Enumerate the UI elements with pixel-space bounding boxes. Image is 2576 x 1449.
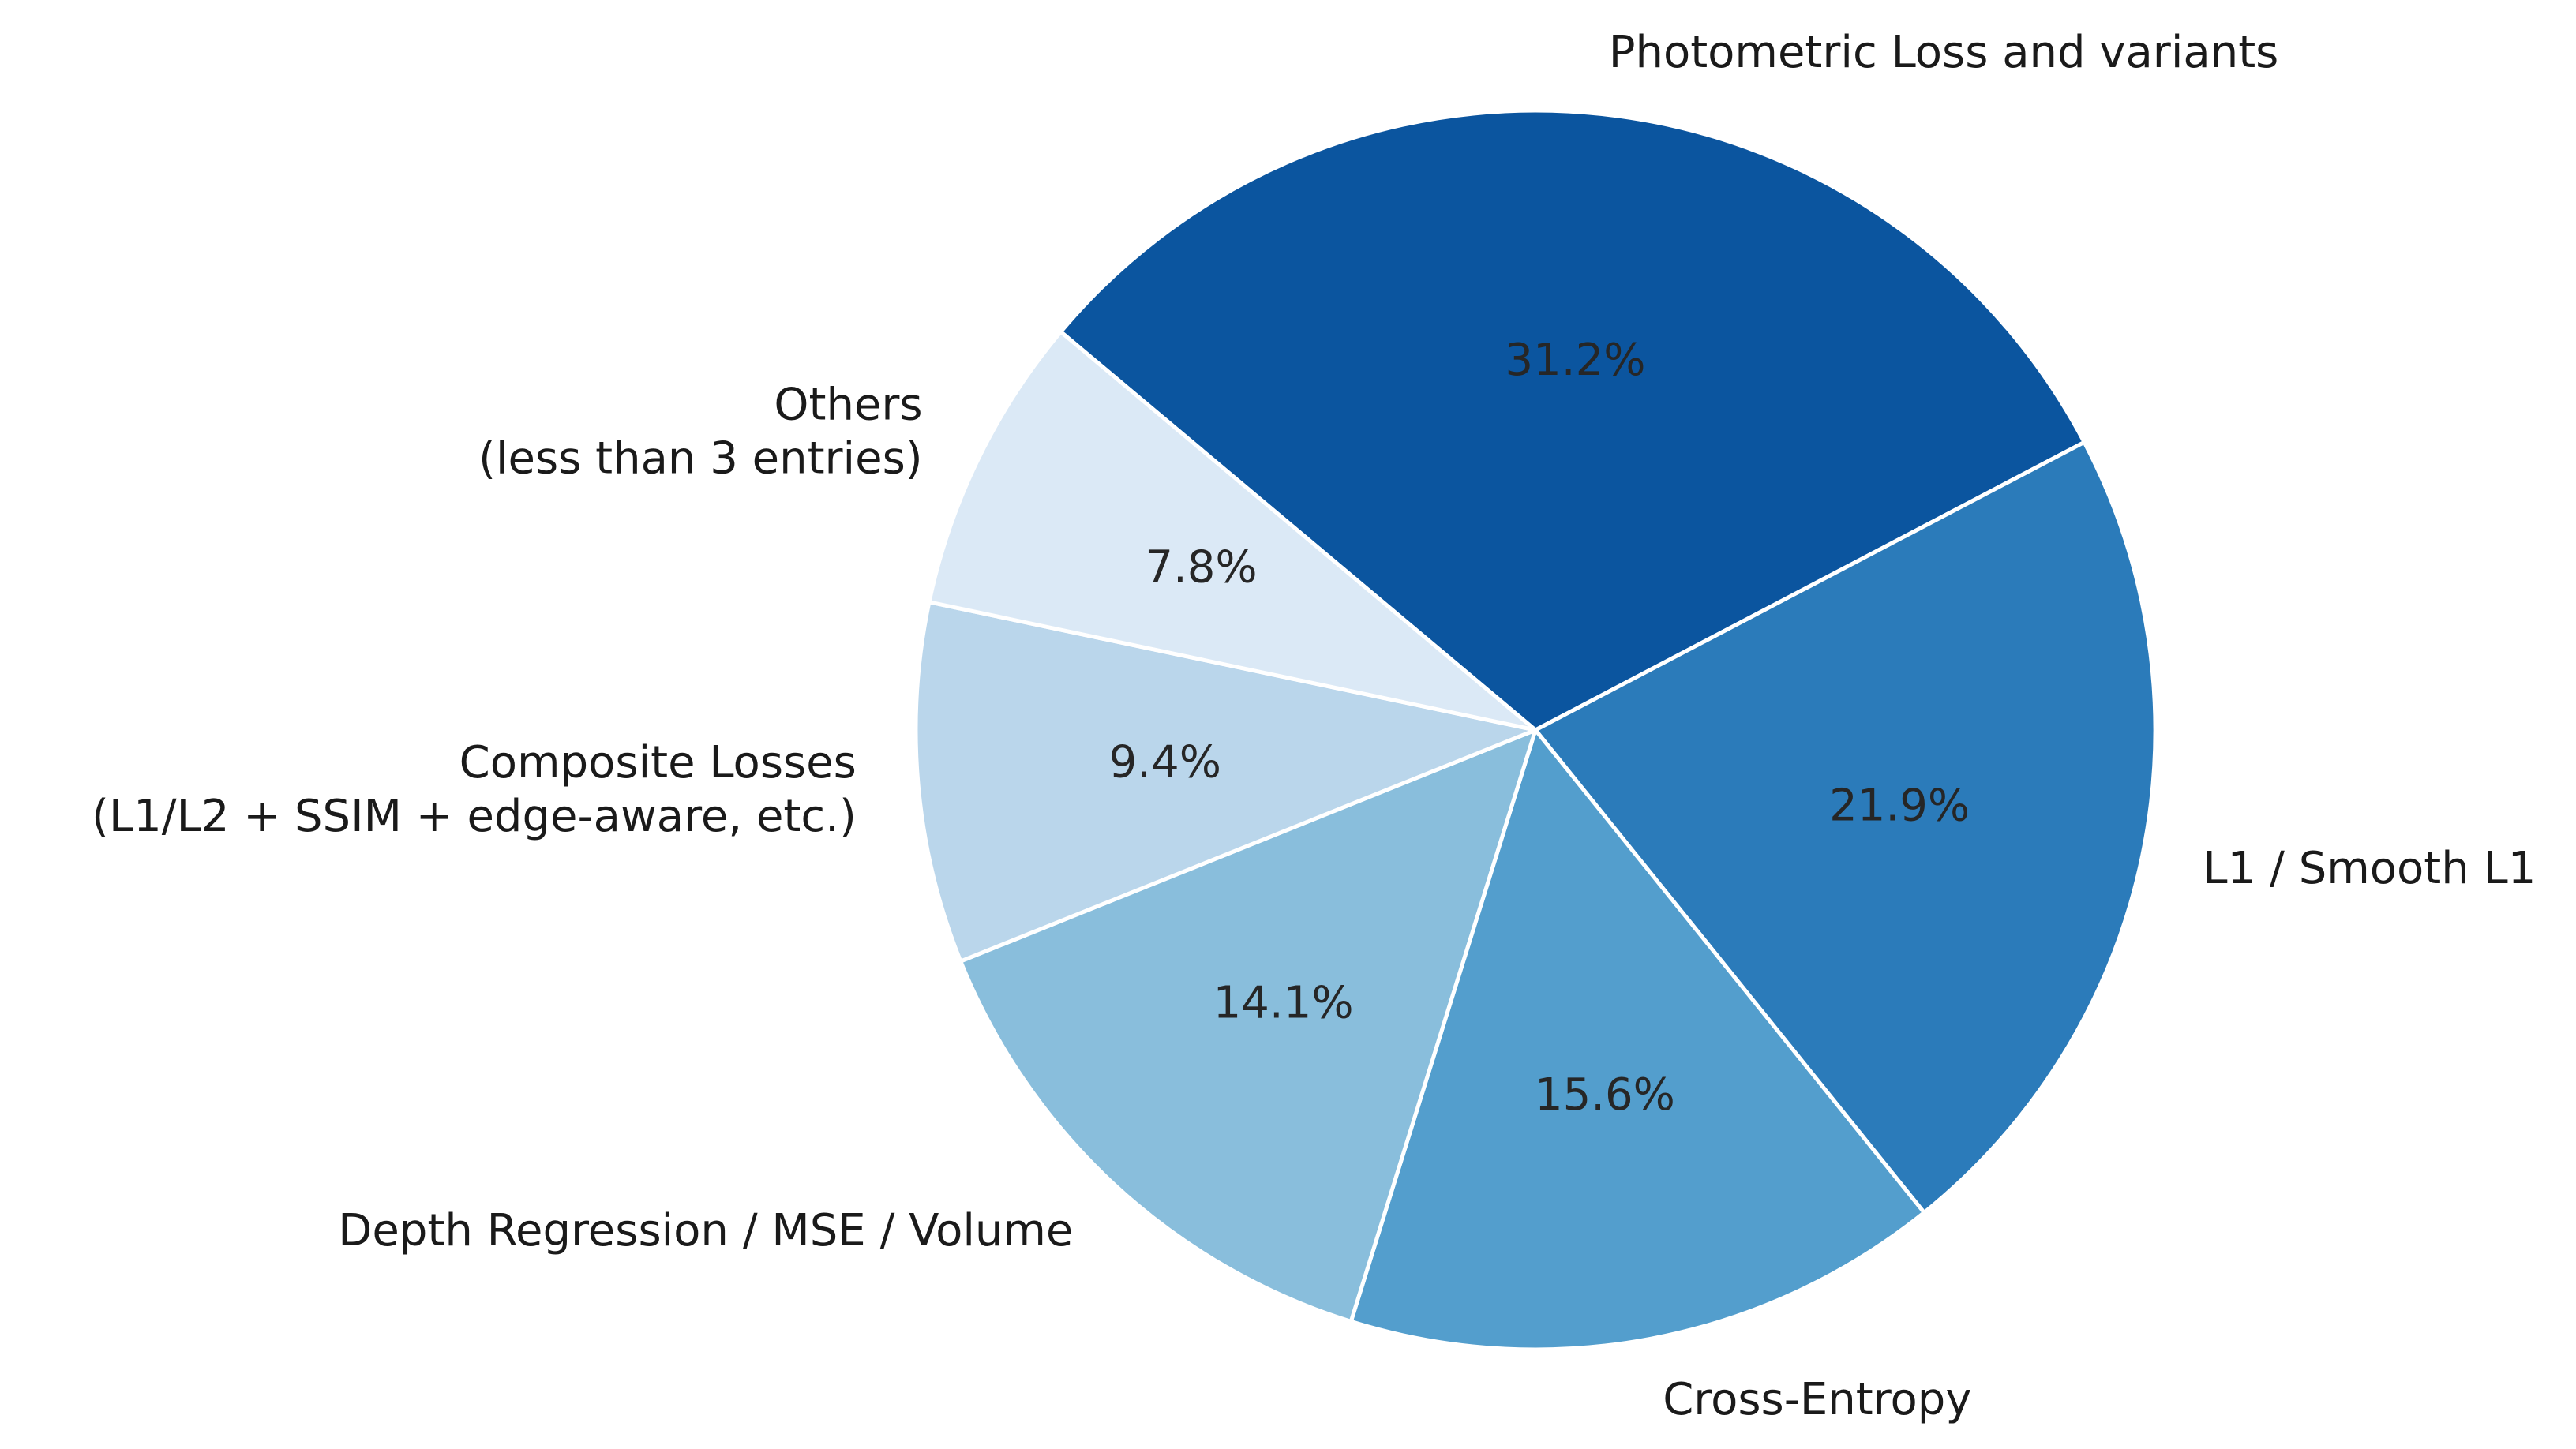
category-label-line: Depth Regression / MSE / Volume	[338, 1205, 1073, 1256]
pct-label-l1-smooth-l1: 21.9%	[1829, 780, 1970, 831]
category-label-composite-losses: Composite Losses (L1/L2 + SSIM + edge-awa…	[92, 737, 857, 842]
pie-slice-depth-regression-mse-volume	[958, 728, 1538, 1324]
pct-label-photometric-loss-and-variants: 31.2%	[1505, 335, 1646, 386]
category-label-others: Others (less than 3 entries)	[478, 380, 922, 485]
category-label-line: (L1/L2 + SSIM + edge-aware, etc.)	[92, 791, 857, 842]
pct-label-composite-losses: 9.4%	[1109, 737, 1221, 788]
category-label-line: L1 / Smooth L1	[2203, 843, 2536, 894]
category-label-line: Cross-Entropy	[1663, 1374, 1971, 1425]
category-label-line: Others	[774, 380, 922, 431]
category-labels: Photometric Loss and variants L1 / Smooth…	[92, 27, 2536, 1425]
category-label-l1-smooth-l1: L1 / Smooth L1	[2203, 843, 2536, 894]
category-label-line: Composite Losses	[459, 737, 857, 788]
category-label-line: Photometric Loss and variants	[1609, 27, 2279, 78]
pie-slice-composite-losses	[913, 600, 1538, 964]
category-label-photometric-loss-and-variants: Photometric Loss and variants	[1609, 27, 2279, 78]
pct-label-depth-regression-mse-volume: 14.1%	[1213, 978, 1354, 1029]
percentage-labels: 31.2% 21.9% 15.6% 14.1% 9.4% 7.8%	[1109, 335, 1970, 1121]
pie-slice-others	[927, 329, 1538, 732]
pct-label-others: 7.8%	[1145, 541, 1257, 593]
category-label-cross-entropy: Cross-Entropy	[1663, 1374, 1971, 1425]
pie-slice-cross-entropy	[1348, 728, 1926, 1352]
pie-slices	[913, 108, 2158, 1352]
pct-label-cross-entropy: 15.6%	[1535, 1069, 1675, 1121]
pie-slice-l1-smooth-l1	[1533, 440, 2158, 1215]
category-label-line: (less than 3 entries)	[478, 433, 922, 485]
category-label-depth-regression-mse-volume: Depth Regression / MSE / Volume	[338, 1205, 1073, 1256]
